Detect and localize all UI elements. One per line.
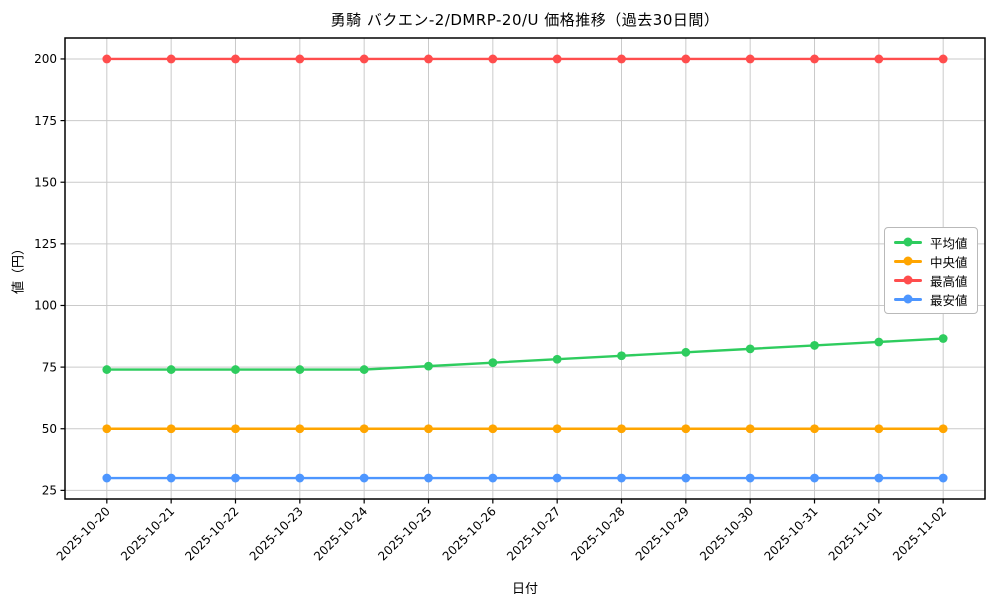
- max-marker: [938, 54, 948, 64]
- legend-item-average: 平均値: [894, 235, 968, 251]
- average-marker: [681, 347, 691, 357]
- max-marker: [231, 54, 240, 64]
- min-marker: [102, 473, 112, 483]
- average-marker: [295, 365, 305, 374]
- max-marker: [552, 54, 562, 64]
- median-marker: [745, 424, 755, 434]
- average-marker: [938, 334, 948, 343]
- legend-item-max: 最高値: [894, 273, 968, 289]
- legend-item-min: 最安値: [894, 292, 968, 308]
- average-marker: [102, 365, 112, 374]
- max-marker: [424, 54, 433, 64]
- x-tick-label: 2025-10-23: [247, 504, 306, 563]
- average-marker: [874, 337, 884, 347]
- average-legend-line-icon: [894, 240, 922, 244]
- x-tick-label: 2025-10-24: [311, 504, 370, 563]
- median-marker: [617, 424, 626, 434]
- x-tick-label: 2025-10-21: [118, 504, 177, 563]
- y-axis-label: 値（円）: [11, 241, 27, 295]
- max-marker: [295, 54, 305, 64]
- max-legend-line-icon: [894, 278, 922, 282]
- x-axis-label: 日付: [511, 582, 538, 597]
- legend-label-min: 最安値: [930, 292, 968, 308]
- min-marker: [231, 473, 240, 483]
- median-marker: [231, 424, 240, 434]
- median-marker: [810, 424, 819, 434]
- average-marker: [745, 344, 755, 354]
- median-legend-line-icon: [894, 259, 922, 263]
- average-marker: [424, 361, 433, 371]
- median-marker: [295, 424, 305, 434]
- max-marker: [874, 54, 884, 64]
- min-marker: [745, 473, 755, 483]
- axes-frame: [64, 37, 986, 500]
- min-marker: [424, 473, 433, 483]
- legend: 平均値中央値最高値最安値: [884, 227, 978, 314]
- max-marker: [166, 54, 176, 64]
- max-marker: [359, 54, 369, 64]
- median-marker: [359, 424, 369, 434]
- average-marker: [488, 358, 498, 368]
- legend-item-median: 中央値: [894, 254, 968, 270]
- x-tick-label: 2025-11-02: [890, 504, 949, 563]
- y-tick-label: 125: [34, 237, 57, 251]
- min-marker: [874, 473, 884, 483]
- x-tick-label: 2025-10-26: [440, 504, 499, 563]
- median-marker: [938, 424, 948, 434]
- min-marker: [938, 473, 948, 483]
- min-marker: [166, 473, 176, 483]
- x-tick-label: 2025-10-22: [182, 504, 241, 563]
- y-tick-label: 200: [34, 52, 57, 66]
- x-tick-label: 2025-10-30: [697, 504, 756, 563]
- y-tick-label: 75: [42, 360, 57, 374]
- average-marker: [231, 365, 240, 374]
- y-tick-label: 25: [42, 484, 57, 498]
- median-marker: [488, 424, 498, 434]
- max-marker: [810, 54, 819, 64]
- average-marker: [552, 354, 562, 364]
- median-marker: [552, 424, 562, 434]
- y-tick-label: 175: [34, 114, 57, 128]
- y-tick-label: 50: [42, 422, 57, 436]
- legend-label-average: 平均値: [930, 235, 968, 251]
- x-tick-label: 2025-10-27: [504, 504, 563, 563]
- y-tick-label: 150: [34, 175, 57, 189]
- average-marker: [166, 365, 176, 374]
- max-marker: [488, 54, 498, 64]
- y-tick-label: 100: [34, 299, 57, 313]
- average-marker: [359, 365, 369, 374]
- min-legend-line-icon: [894, 297, 922, 301]
- max-marker: [617, 54, 626, 64]
- min-marker: [681, 473, 691, 483]
- legend-label-max: 最高値: [930, 273, 968, 289]
- median-marker: [681, 424, 691, 434]
- min-marker: [488, 473, 498, 483]
- min-marker: [810, 473, 819, 483]
- x-tick-label: 2025-11-01: [826, 504, 885, 563]
- min-marker: [552, 473, 562, 483]
- average-marker: [617, 351, 626, 361]
- max-marker: [681, 54, 691, 64]
- median-marker: [874, 424, 884, 434]
- max-marker: [102, 54, 112, 64]
- legend-label-median: 中央値: [930, 254, 968, 270]
- median-marker: [166, 424, 176, 434]
- x-tick-label: 2025-10-25: [375, 504, 434, 563]
- average-marker: [810, 341, 819, 350]
- chart-title: 勇騎 バクエン-2/DMRP-20/U 価格推移（過去30日間）: [330, 11, 720, 29]
- min-marker: [295, 473, 305, 483]
- min-marker: [617, 473, 626, 483]
- x-tick-label: 2025-10-28: [568, 504, 627, 563]
- average-line: [105, 337, 945, 371]
- x-tick-label: 2025-10-31: [761, 504, 820, 563]
- median-marker: [424, 424, 433, 434]
- min-marker: [359, 473, 369, 483]
- median-marker: [102, 424, 112, 434]
- max-marker: [745, 54, 755, 64]
- x-tick-label: 2025-10-29: [633, 504, 692, 563]
- x-tick-label: 2025-10-20: [54, 504, 113, 563]
